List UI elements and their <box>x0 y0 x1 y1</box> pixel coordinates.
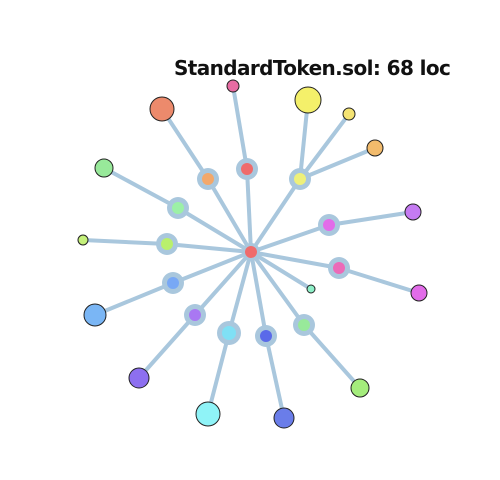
leaf-node <box>410 284 428 302</box>
edge-b06-outer <box>327 210 415 227</box>
leaf-node <box>94 158 114 178</box>
edge-b04-outer <box>102 166 180 210</box>
edge-b02-outer <box>231 84 249 171</box>
leaf-node <box>366 139 384 157</box>
hub-node <box>189 309 201 321</box>
edge-b05-outer <box>81 238 169 246</box>
leaf-node <box>77 234 89 246</box>
edge-b07-inner <box>249 250 341 270</box>
hub-node <box>241 163 253 175</box>
edge-b10-outer <box>206 331 231 416</box>
leaf-node <box>195 401 221 427</box>
edge-b01-outer <box>160 107 210 181</box>
edge-b09-inner <box>193 250 253 317</box>
leaf-node <box>350 378 370 398</box>
edge-b10-inner <box>227 250 253 335</box>
hub-node <box>222 326 236 340</box>
hub-node <box>167 277 179 289</box>
hub-node <box>333 262 345 274</box>
graph-edges <box>81 84 421 420</box>
edge-b02-inner <box>245 167 253 254</box>
hub-node <box>202 173 214 185</box>
edge-b11-outer <box>264 334 286 420</box>
leaf-node <box>128 367 150 389</box>
edge-b07-outer <box>337 266 421 295</box>
hub-node <box>323 219 335 231</box>
edge-b03-extra-1 <box>298 146 377 181</box>
leaf-node <box>404 203 422 221</box>
hub-node <box>172 202 184 214</box>
edge-b03-inner <box>249 177 302 254</box>
edge-b06-inner <box>249 223 331 254</box>
leaf-node <box>342 107 356 121</box>
leaf-node <box>149 96 175 122</box>
leaf-node <box>294 86 322 114</box>
edge-b13 <box>249 250 313 291</box>
edge-b11-inner <box>249 250 268 338</box>
center-node <box>245 246 257 258</box>
edge-b08-outer <box>93 281 175 317</box>
leaf-node <box>226 79 240 93</box>
leaf-node <box>306 284 316 294</box>
leaf-node <box>83 303 107 327</box>
graph-nodes <box>77 79 428 429</box>
hub-node <box>161 238 173 250</box>
edge-b08-inner <box>171 250 253 285</box>
edge-b03-extra-0 <box>298 112 351 181</box>
hub-node <box>294 173 306 185</box>
graph-title: StandardToken.sol: 68 loc <box>174 56 451 80</box>
edge-b05-inner <box>165 242 253 254</box>
leaf-node <box>273 407 295 429</box>
hub-node <box>260 330 272 342</box>
edge-b12-inner <box>249 250 306 327</box>
hub-node <box>298 319 310 331</box>
edge-b04-inner <box>176 206 253 254</box>
edge-b01-inner <box>206 177 253 254</box>
edge-b12-outer <box>302 323 362 390</box>
edge-b09-outer <box>137 313 197 380</box>
